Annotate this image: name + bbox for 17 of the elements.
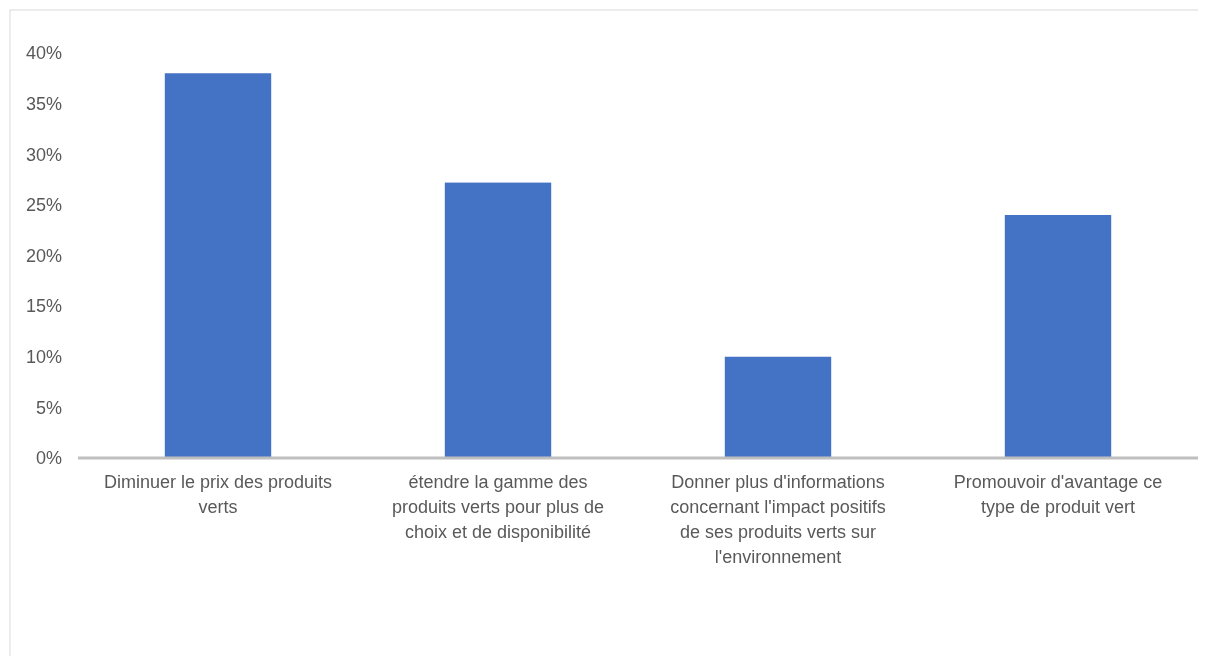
x-tick-label: Diminuer le prix des produits verts [103,472,333,517]
x-tick-label: Promouvoir d'avantage ce type de produit vert [953,472,1163,517]
y-tick-label: 15% [25,296,62,317]
bar [724,356,832,458]
y-tick-label: 10% [25,347,62,368]
bar [164,73,272,458]
x-tick-label: Donner plus d'informations concernant l'impact positifs de ses produits verts sur l'environnement [670,472,886,567]
bar [1004,215,1112,458]
x-tick-label: étendre la gamme des produits verts pour plus de choix et de disponibilité [391,472,605,542]
y-tick-label: 20% [25,245,62,266]
y-tick-label: 40% [25,43,62,64]
bar [444,182,552,458]
y-tick-label: 25% [25,195,62,216]
y-tick-label: 30% [25,144,62,165]
y-tick-label: 0% [35,448,62,469]
y-tick-label: 35% [25,93,62,114]
y-tick-label: 5% [35,397,62,418]
